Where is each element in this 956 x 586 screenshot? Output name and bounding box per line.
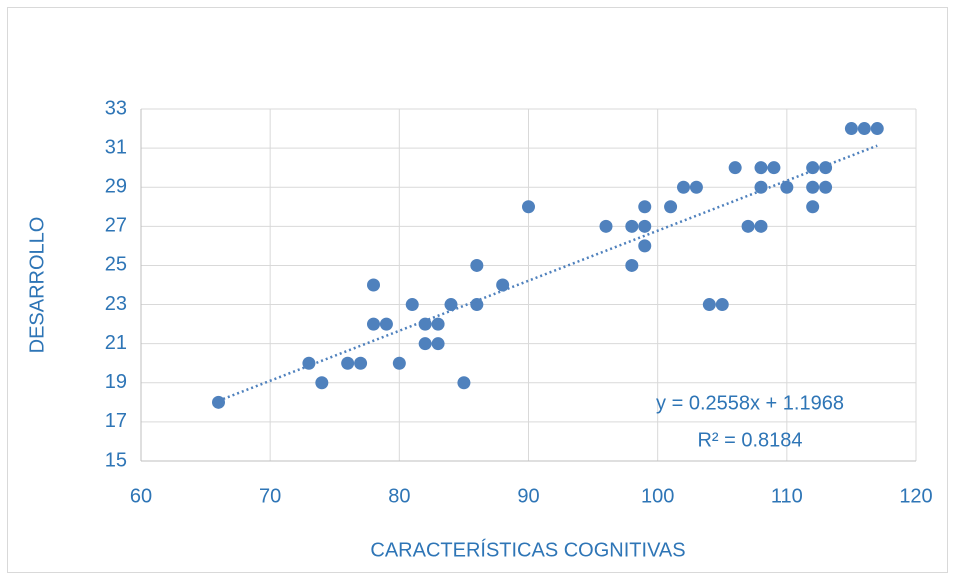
data-point xyxy=(599,219,613,233)
data-point xyxy=(212,395,225,409)
y-tick-label: 19 xyxy=(105,371,127,393)
data-point xyxy=(431,337,445,351)
data-point xyxy=(741,219,755,233)
data-point xyxy=(638,200,652,214)
x-tick-label: 120 xyxy=(899,485,932,507)
y-tick-label: 31 xyxy=(105,136,127,158)
y-tick-label: 25 xyxy=(105,254,127,276)
data-point xyxy=(638,219,652,233)
y-tick-label: 29 xyxy=(105,176,127,198)
data-point xyxy=(496,278,510,292)
data-point xyxy=(625,219,639,233)
data-point xyxy=(728,161,742,175)
data-point xyxy=(625,258,639,272)
y-tick-label: 27 xyxy=(105,215,127,237)
y-tick-label: 33 xyxy=(105,97,127,119)
data-point xyxy=(405,298,419,312)
data-point xyxy=(367,317,380,331)
data-point xyxy=(418,337,432,351)
data-point xyxy=(767,161,781,175)
data-point xyxy=(379,317,393,331)
data-point xyxy=(806,200,820,214)
data-point xyxy=(806,161,820,175)
data-point xyxy=(664,200,678,214)
data-point xyxy=(806,180,820,194)
data-point xyxy=(302,356,316,370)
x-axis-label: CARACTERÍSTICAS COGNITIVAS xyxy=(370,538,685,561)
data-point xyxy=(754,219,768,233)
data-point xyxy=(315,376,329,390)
data-point xyxy=(819,161,833,175)
data-point xyxy=(367,278,380,292)
data-point xyxy=(354,356,368,370)
data-point xyxy=(457,376,471,390)
data-point xyxy=(418,317,432,331)
data-point xyxy=(638,239,652,253)
chart-border xyxy=(7,7,948,573)
y-tick-label: 17 xyxy=(105,410,127,432)
data-point xyxy=(677,180,690,194)
data-point xyxy=(780,180,794,194)
y-axis-label: DESARROLLO xyxy=(26,217,48,354)
data-point xyxy=(431,317,445,331)
data-point xyxy=(689,180,703,194)
y-tick-label: 21 xyxy=(105,332,127,354)
data-point xyxy=(470,258,484,272)
x-tick-label: 80 xyxy=(388,485,410,507)
y-tick-label: 15 xyxy=(105,449,127,471)
data-point xyxy=(754,161,768,175)
trendline-equation: y = 0.2558x + 1.1968 xyxy=(656,392,844,414)
data-point xyxy=(444,298,458,312)
data-point xyxy=(819,180,833,194)
data-point xyxy=(470,298,484,312)
data-point xyxy=(522,200,535,214)
x-tick-label: 110 xyxy=(771,485,803,507)
data-point xyxy=(392,356,406,370)
x-tick-label: 100 xyxy=(641,485,674,507)
y-tick-label: 23 xyxy=(105,293,127,315)
x-tick-label: 60 xyxy=(130,485,152,507)
data-point xyxy=(844,122,858,136)
x-tick-label: 90 xyxy=(517,485,539,507)
data-point xyxy=(702,298,716,312)
data-point xyxy=(341,356,355,370)
data-point xyxy=(857,122,871,136)
x-tick-label: 70 xyxy=(259,485,281,507)
data-point xyxy=(715,298,729,312)
data-point xyxy=(870,122,884,136)
data-point xyxy=(754,180,768,194)
trendline-r2: R² = 0.8184 xyxy=(697,429,802,451)
